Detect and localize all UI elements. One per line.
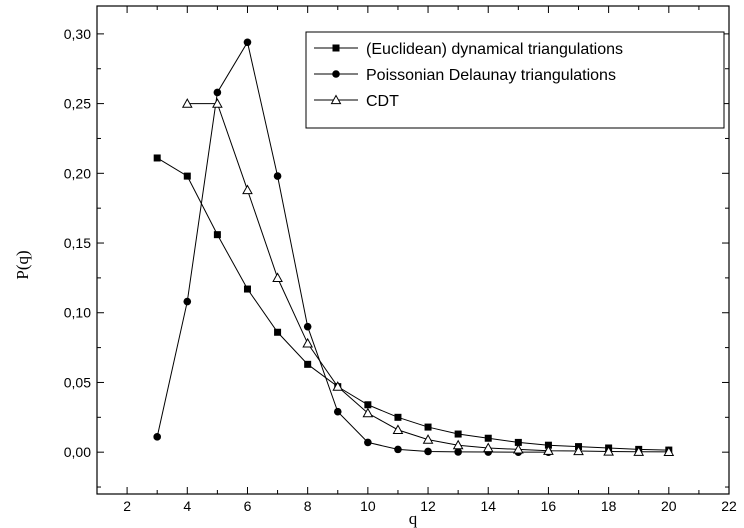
series-line: [187, 103, 669, 453]
x-tick-label: 20: [661, 498, 677, 514]
legend-marker: [332, 70, 340, 78]
data-point: [333, 407, 342, 416]
data-point: [454, 448, 462, 456]
x-tick-label: 14: [480, 498, 496, 514]
data-point: [484, 434, 492, 442]
series-0: [153, 154, 673, 454]
data-point: [544, 441, 552, 449]
x-tick-label: 10: [360, 498, 376, 514]
y-tick-label: 0,25: [64, 96, 91, 112]
data-point: [394, 413, 402, 421]
legend-item: CDT: [314, 93, 399, 110]
plot-frame: [96, 5, 730, 495]
data-point: [273, 172, 282, 180]
data-point: [394, 445, 402, 454]
data-point: [332, 381, 344, 391]
data-point: [243, 38, 252, 47]
data-point: [153, 433, 161, 441]
data-point: [424, 423, 432, 431]
data-point: [302, 337, 314, 348]
data-point: [181, 98, 193, 108]
x-tick-label: 2: [123, 498, 131, 514]
data-point: [183, 172, 191, 180]
x-axis-title: q: [409, 509, 418, 528]
y-tick-label: 0,05: [64, 374, 91, 390]
data-point: [304, 360, 312, 368]
legend-label: CDT: [366, 93, 399, 110]
legend-item: (Euclidean) dynamical triangulations: [314, 41, 623, 58]
data-point: [454, 430, 462, 438]
axes: 2 4 6 8 10 12 14 16 18 20 22 0,00 0,05 0,10 0,15 0,20 0,…: [64, 5, 737, 514]
legend-item: Poissonian Delaunay triangulations: [314, 67, 616, 84]
data-point: [573, 445, 584, 456]
data-point: [213, 231, 221, 239]
data-point: [663, 446, 675, 456]
data-point: [603, 445, 614, 456]
x-tick-label: 12: [420, 498, 436, 514]
data-point: [424, 447, 432, 456]
legend: (Euclidean) dynamical triangulations Pois…: [305, 31, 725, 129]
data-point: [212, 98, 223, 108]
y-axis-title: P(q): [13, 250, 32, 279]
y-tick-label: 0,10: [64, 305, 91, 321]
data-point: [633, 446, 645, 456]
data-point: [422, 434, 434, 444]
data-point: [392, 424, 404, 434]
legend-label: (Euclidean) dynamical triangulations: [366, 41, 623, 58]
x-tick-label: 8: [304, 498, 312, 514]
y-tick-label: 0,15: [64, 235, 91, 251]
data-point: [514, 438, 522, 446]
data-point: [243, 285, 251, 293]
data-point: [183, 297, 192, 306]
data-point: [274, 328, 282, 336]
data-point: [482, 442, 494, 453]
data-point: [153, 154, 161, 162]
data-point: [272, 272, 283, 282]
x-tick-label: 6: [244, 498, 252, 514]
x-tick-label: 4: [183, 498, 191, 514]
plot-area: [153, 38, 675, 456]
data-point: [303, 322, 312, 331]
x-tick-label: 18: [601, 498, 617, 514]
data-point: [242, 184, 253, 195]
legend-box: [305, 31, 725, 129]
data-point: [512, 443, 524, 454]
y-tick-label: 0,20: [64, 165, 91, 181]
y-tick-label: 0,30: [64, 26, 91, 42]
y-tick-label: 0,00: [64, 444, 91, 460]
legend-marker: [330, 94, 342, 105]
legend-label: Poissonian Delaunay triangulations: [366, 67, 616, 84]
data-point: [543, 445, 554, 455]
data-point: [364, 438, 372, 447]
x-tick-label: 16: [541, 498, 557, 514]
data-point: [362, 407, 374, 418]
data-point: [452, 439, 464, 450]
data-point: [364, 401, 372, 409]
series-2: [181, 98, 675, 456]
data-point: [213, 88, 222, 97]
series-line: [156, 157, 669, 451]
legend-marker: [332, 44, 340, 52]
x-tick-label: 22: [721, 498, 737, 514]
